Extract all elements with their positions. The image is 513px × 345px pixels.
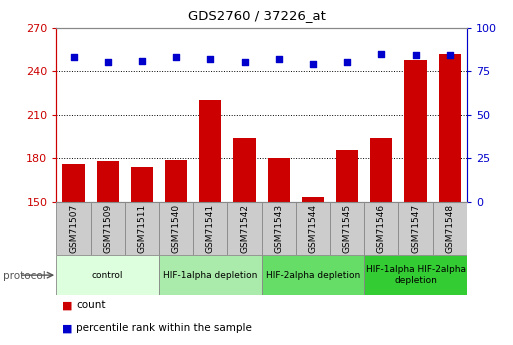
Text: GSM71509: GSM71509: [103, 204, 112, 253]
Bar: [227, 202, 262, 255]
Bar: [125, 202, 159, 255]
Bar: [56, 255, 159, 295]
Point: [206, 56, 214, 62]
Text: GSM71543: GSM71543: [274, 204, 283, 253]
Point: [138, 58, 146, 63]
Point: [69, 55, 77, 60]
Text: ■: ■: [62, 300, 72, 310]
Bar: [91, 202, 125, 255]
Point: [343, 60, 351, 65]
Bar: [268, 158, 290, 202]
Text: GSM71544: GSM71544: [308, 204, 318, 253]
Bar: [159, 255, 262, 295]
Text: protocol: protocol: [3, 271, 45, 281]
Text: percentile rank within the sample: percentile rank within the sample: [76, 324, 252, 333]
Bar: [199, 100, 222, 202]
Text: HIF-1alpha depletion: HIF-1alpha depletion: [163, 270, 258, 280]
Bar: [336, 150, 358, 202]
Text: GSM71542: GSM71542: [240, 204, 249, 253]
Text: GSM71507: GSM71507: [69, 204, 78, 253]
Bar: [370, 138, 392, 202]
Bar: [302, 197, 324, 202]
Bar: [131, 167, 153, 202]
Text: GSM71540: GSM71540: [172, 204, 181, 253]
Point: [104, 60, 112, 65]
Bar: [159, 202, 193, 255]
Text: HIF-2alpha depletion: HIF-2alpha depletion: [266, 270, 360, 280]
Point: [274, 56, 283, 62]
Point: [241, 60, 249, 65]
Bar: [96, 161, 119, 202]
Text: GDS2760 / 37226_at: GDS2760 / 37226_at: [188, 9, 325, 22]
Bar: [296, 202, 330, 255]
Point: [411, 53, 420, 58]
Point: [309, 61, 317, 67]
Text: HIF-1alpha HIF-2alpha
depletion: HIF-1alpha HIF-2alpha depletion: [366, 265, 465, 285]
Text: control: control: [92, 270, 124, 280]
Bar: [404, 60, 427, 202]
Text: GSM71545: GSM71545: [343, 204, 351, 253]
Bar: [193, 202, 227, 255]
Bar: [56, 202, 91, 255]
Bar: [364, 202, 399, 255]
Text: GSM71546: GSM71546: [377, 204, 386, 253]
Text: GSM71541: GSM71541: [206, 204, 215, 253]
Bar: [432, 202, 467, 255]
Bar: [399, 202, 432, 255]
Bar: [439, 54, 461, 202]
Text: GSM71548: GSM71548: [445, 204, 454, 253]
Bar: [262, 202, 296, 255]
Text: GSM71511: GSM71511: [137, 204, 146, 253]
Bar: [63, 164, 85, 202]
Text: GSM71547: GSM71547: [411, 204, 420, 253]
Bar: [330, 202, 364, 255]
Text: count: count: [76, 300, 106, 310]
Bar: [262, 255, 364, 295]
Bar: [364, 255, 467, 295]
Text: ■: ■: [62, 324, 72, 333]
Bar: [233, 138, 255, 202]
Point: [172, 55, 180, 60]
Point: [377, 51, 385, 57]
Bar: [165, 160, 187, 202]
Point: [446, 53, 454, 58]
